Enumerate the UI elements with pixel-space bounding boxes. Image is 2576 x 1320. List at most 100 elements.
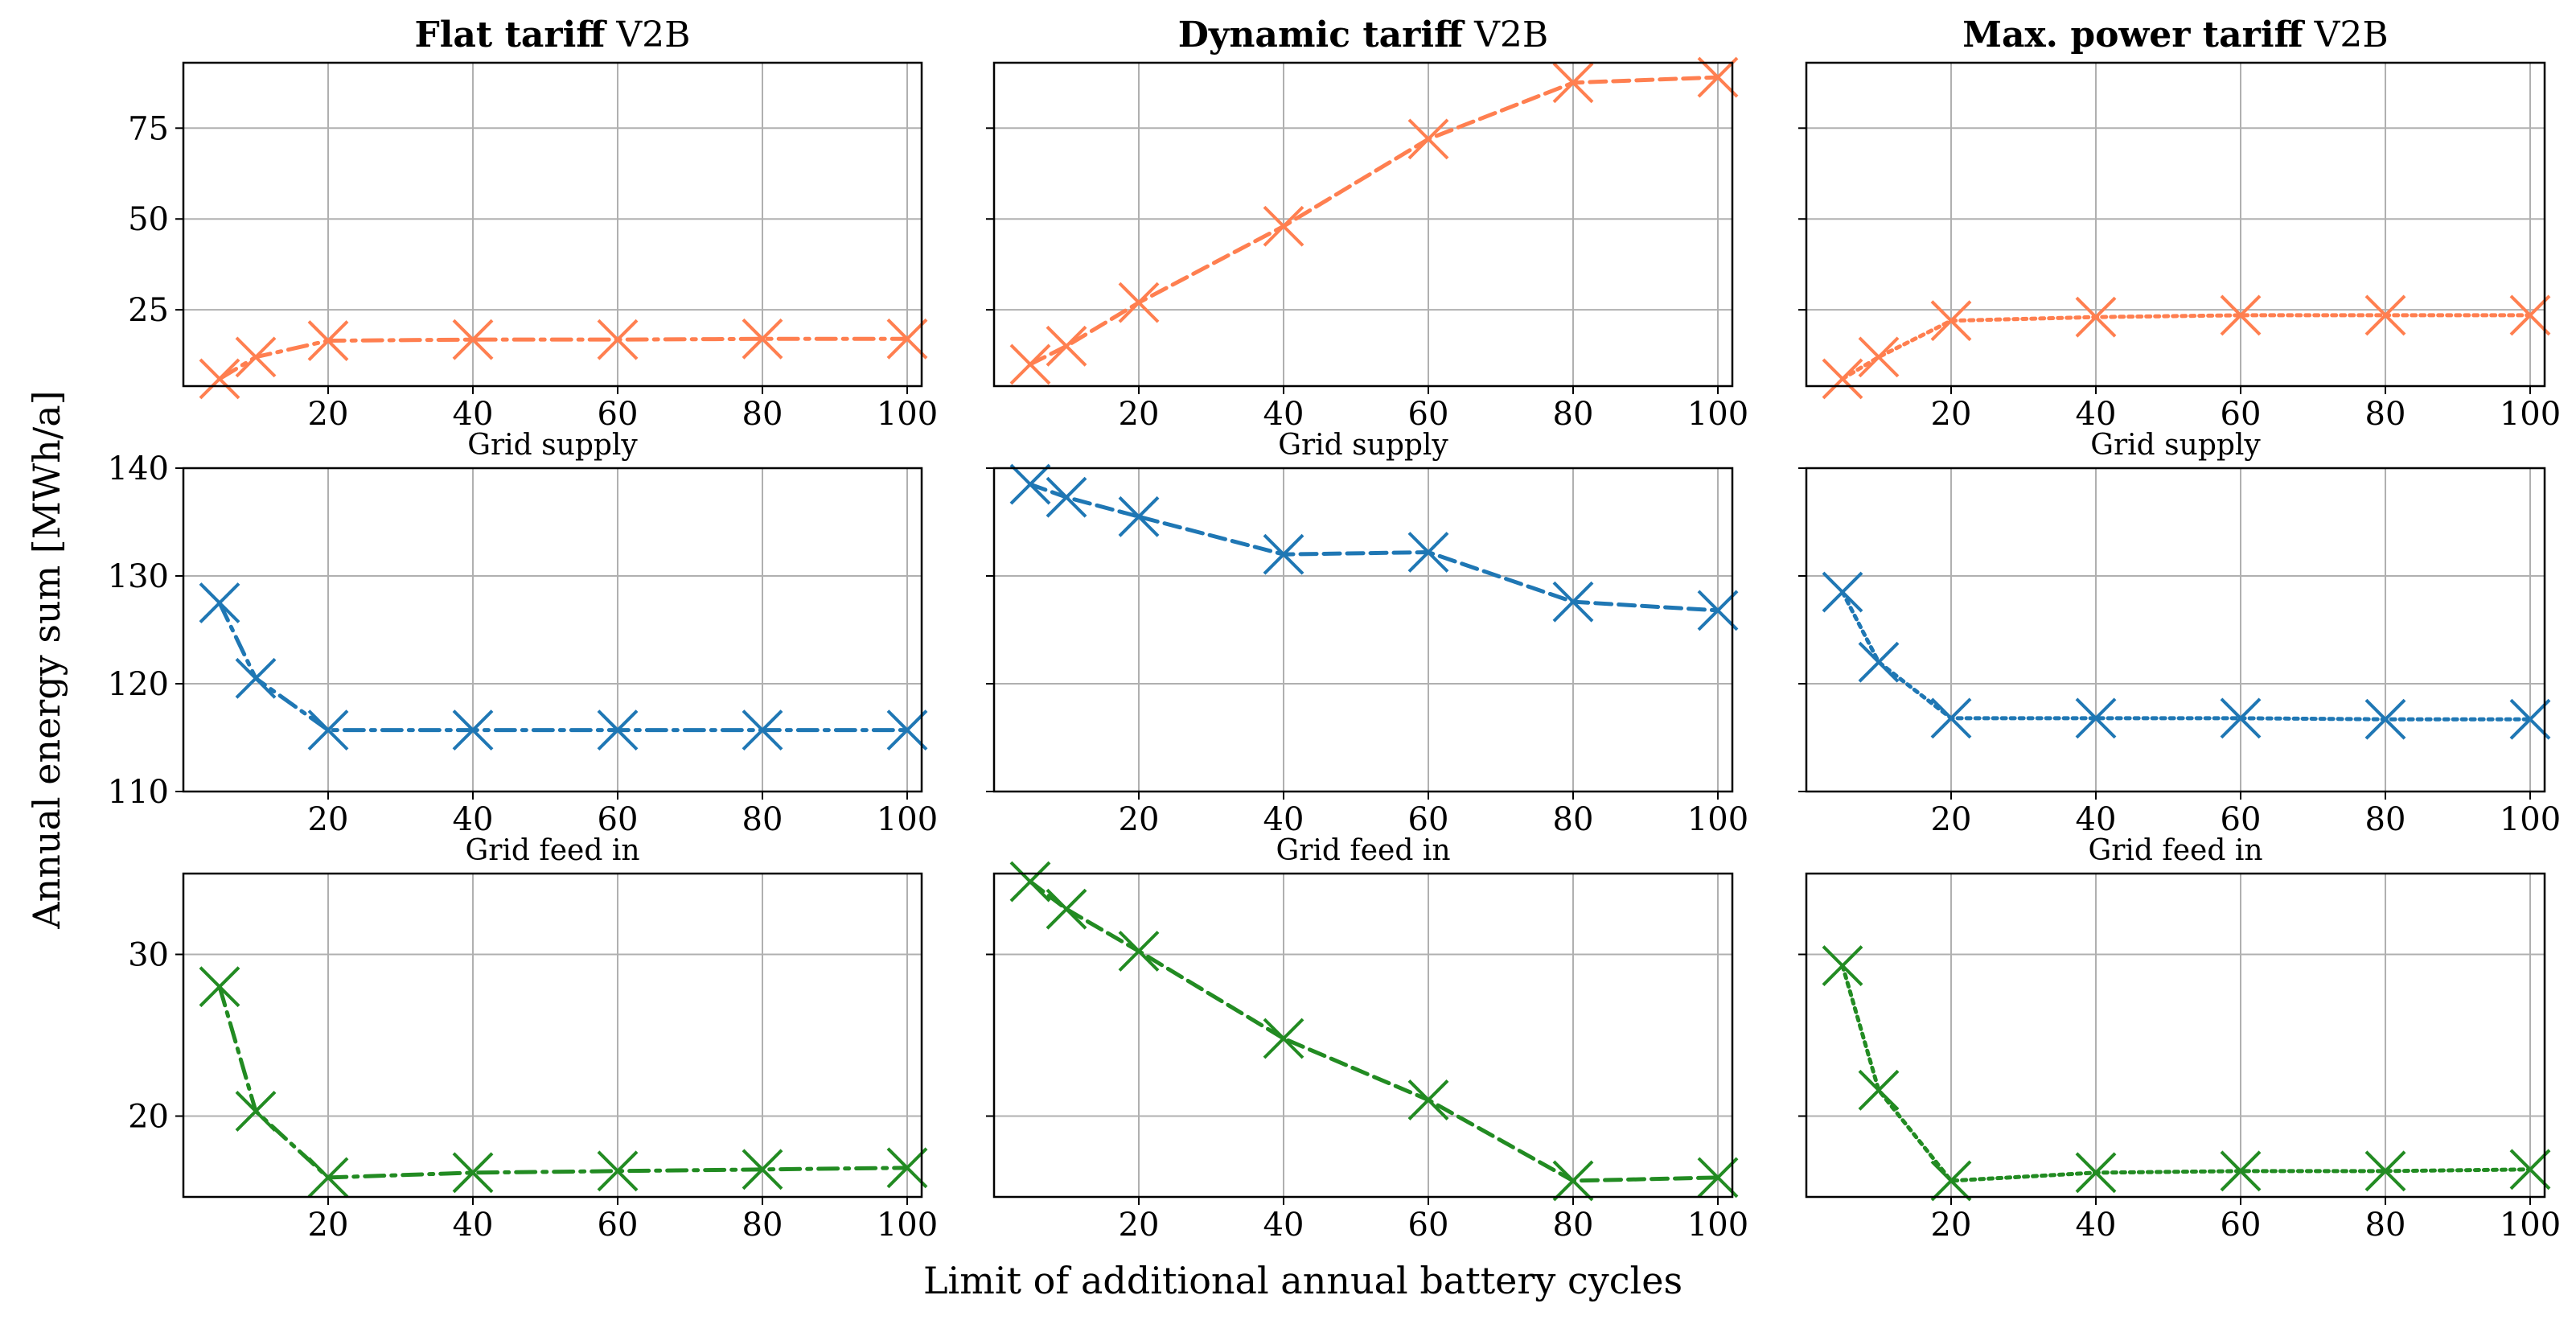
data-point-marker <box>1930 300 1972 342</box>
data-point-marker <box>2220 294 2262 336</box>
x-tick-label: 80 <box>1553 1207 1594 1244</box>
data-point-marker <box>742 1149 783 1190</box>
data-point-marker <box>1930 697 1972 739</box>
row-label-r1-c1: Grid feed in <box>1276 834 1450 867</box>
panel-frame <box>182 61 923 388</box>
x-tick-label: 60 <box>2221 801 2262 838</box>
data-point-marker <box>1822 571 1863 613</box>
x-tick-label: 100 <box>2500 1207 2561 1244</box>
x-tick-label: 20 <box>1119 396 1160 433</box>
y-axis-label: Annual energy sum [MWh/a] <box>25 390 68 929</box>
y-tick-label: 75 <box>128 110 169 147</box>
row-label-r0-c1: Grid supply <box>1278 429 1448 462</box>
x-tick-label: 80 <box>2365 396 2406 433</box>
data-point-marker <box>1118 931 1160 972</box>
data-point-marker <box>452 1152 494 1194</box>
data-point-marker <box>2509 294 2551 336</box>
data-point-marker <box>1263 205 1304 247</box>
panel-title-rest-2: V2B <box>2303 14 2389 56</box>
data-point-marker <box>1046 476 1087 518</box>
x-tick-label: 20 <box>308 396 349 433</box>
x-tick-label: 20 <box>1119 801 1160 838</box>
panel-frame <box>182 467 923 793</box>
panel-title-bold-0: Flat tariff <box>414 14 607 56</box>
y-tick-label: 130 <box>108 558 169 595</box>
row-label-r0-c2: Grid supply <box>2090 429 2261 462</box>
x-tick-label: 80 <box>2365 1207 2406 1244</box>
data-point-marker <box>597 1150 639 1192</box>
data-point-marker <box>1697 590 1739 631</box>
data-point-marker <box>1263 1018 1304 1059</box>
series-line-r2-c2 <box>1840 964 2533 1183</box>
x-tick-label: 100 <box>877 1207 938 1244</box>
data-point-marker <box>1009 463 1051 505</box>
data-point-marker <box>1263 533 1304 575</box>
x-tick-label: 40 <box>2076 801 2117 838</box>
x-tick-label: 20 <box>1931 801 1972 838</box>
panel-r1-c2: 20 40 60 80 100 Grid feed in <box>1798 467 2561 867</box>
data-point-marker <box>1552 62 1594 104</box>
panel-frame <box>992 61 1734 388</box>
panel-r1-c1: 20 40 60 80 100 Grid feed in <box>986 463 1748 867</box>
data-point-marker <box>1407 1079 1449 1121</box>
panel-title-col-2: Max. power tariff V2B <box>1962 14 2389 56</box>
panel-frame <box>1805 61 2546 388</box>
data-point-marker <box>1118 496 1160 537</box>
x-tick-label: 20 <box>1931 396 1972 433</box>
x-tick-label: 40 <box>453 1207 494 1244</box>
data-point-marker <box>1009 343 1051 385</box>
data-point-marker <box>1046 325 1087 367</box>
x-tick-label: 40 <box>453 801 494 838</box>
panel-title-col-1: Dynamic tariff V2B <box>1178 14 1549 56</box>
x-tick-label: 60 <box>598 1207 639 1244</box>
x-tick-label: 80 <box>2365 801 2406 838</box>
data-point-marker <box>1822 358 1863 400</box>
data-point-marker <box>1858 641 1900 683</box>
data-point-marker <box>199 358 240 400</box>
data-point-marker <box>2364 698 2406 740</box>
panel-frame <box>992 467 1734 793</box>
data-point-marker <box>235 1091 277 1132</box>
panel-frame <box>1805 467 2546 793</box>
data-point-marker <box>2509 1149 2551 1190</box>
data-point-marker <box>2075 1152 2117 1194</box>
x-tick-label: 80 <box>742 396 783 433</box>
y-tick-label: 20 <box>128 1099 169 1136</box>
y-tick-label: 50 <box>128 201 169 238</box>
data-point-marker <box>1407 532 1449 573</box>
data-point-marker <box>2364 294 2406 336</box>
x-tick-label: 60 <box>1408 801 1449 838</box>
data-point-marker <box>307 709 349 751</box>
data-point-marker <box>742 318 783 360</box>
data-point-marker <box>2509 698 2551 740</box>
data-point-marker <box>307 1157 349 1199</box>
data-point-marker <box>1118 282 1160 323</box>
panel-title-bold-1: Dynamic tariff <box>1178 14 1465 56</box>
data-point-marker <box>1407 118 1449 160</box>
x-tick-label: 100 <box>877 801 938 838</box>
data-point-marker <box>1858 1069 1900 1111</box>
series-line-r0-c1 <box>1028 75 1720 367</box>
x-tick-label: 100 <box>1687 1207 1748 1244</box>
y-tick-label: 110 <box>108 774 169 811</box>
x-tick-label: 20 <box>1119 1207 1160 1244</box>
x-tick-label: 80 <box>742 1207 783 1244</box>
x-tick-label: 40 <box>1263 1207 1304 1244</box>
data-point-marker <box>1009 861 1051 903</box>
y-tick-label: 120 <box>108 666 169 703</box>
data-point-marker <box>2220 697 2262 739</box>
data-point-marker <box>1552 1160 1594 1202</box>
panel-title-rest-0: V2B <box>605 14 690 56</box>
panel-r0-c1: 20 40 60 80 100 Grid supply <box>986 56 1748 462</box>
panel-r2-c0: 20 40 60 80 100 20 30 <box>128 872 938 1244</box>
data-point-marker <box>235 336 277 378</box>
data-point-marker <box>1697 56 1739 98</box>
series-line-r1-c0 <box>217 601 910 733</box>
x-tick-label: 60 <box>1408 396 1449 433</box>
data-point-marker <box>886 318 928 360</box>
data-point-marker <box>1697 1157 1739 1199</box>
x-tick-label: 100 <box>1687 396 1748 433</box>
panel-r2-c1: 20 40 60 80 100 <box>986 861 1748 1244</box>
series-line-r2-c0 <box>217 985 910 1180</box>
